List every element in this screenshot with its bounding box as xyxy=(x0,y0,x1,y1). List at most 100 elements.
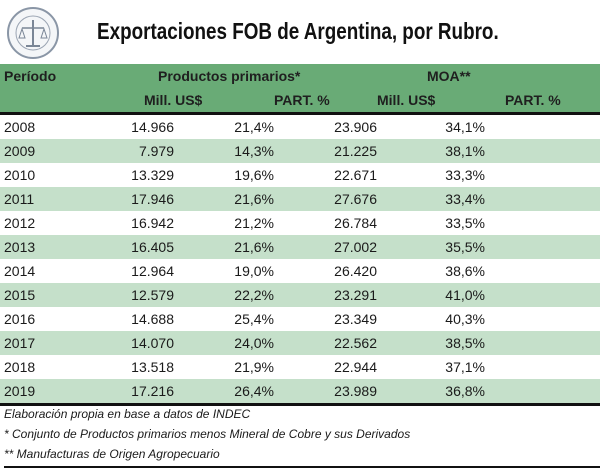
cell-spacer xyxy=(485,331,600,355)
table-row: 2008 14.966 21,4% 23.906 34,1% xyxy=(0,114,600,140)
footnote-primarios: * Conjunto de Productos primarios menos … xyxy=(4,427,411,441)
header-moa-part: PART. % xyxy=(485,88,600,115)
table-row: 2011 17.946 21,6% 27.676 33,4% xyxy=(0,187,600,211)
cell-pp-mill: 16.942 xyxy=(131,215,174,231)
table-row: 2018 13.518 21,9% 22.944 37,1% xyxy=(0,355,600,379)
cell-pp-mill: 17.946 xyxy=(131,191,174,207)
cell-pp-part: 21,6% xyxy=(234,191,274,207)
cell-moa-mill: 27.002 xyxy=(334,239,377,255)
cell-moa-part: 33,5% xyxy=(445,215,485,231)
cell-pp-part: 21,4% xyxy=(234,119,274,135)
cell-moa-mill: 22.562 xyxy=(334,335,377,351)
cell-moa-mill: 26.420 xyxy=(334,263,377,279)
cell-periodo: 2008 xyxy=(4,119,36,135)
cell-pp-mill: 12.579 xyxy=(131,287,174,303)
cell-pp-part: 22,2% xyxy=(234,287,274,303)
cell-moa-part: 38,6% xyxy=(445,263,485,279)
cell-moa-part: 35,5% xyxy=(445,239,485,255)
table-row: 2015 12.579 22,2% 23.291 41,0% xyxy=(0,283,600,307)
cell-periodo: 2017 xyxy=(4,335,36,351)
cell-pp-mill: 7.979 xyxy=(138,143,174,159)
cell-spacer xyxy=(485,307,600,331)
table-row: 2009 7.979 14,3% 21.225 38,1% xyxy=(0,139,600,163)
cell-periodo: 2015 xyxy=(4,287,36,303)
cell-pp-mill: 14.070 xyxy=(131,335,174,351)
cell-pp-mill: 12.964 xyxy=(131,263,174,279)
cell-moa-part: 38,5% xyxy=(445,335,485,351)
cell-moa-mill: 23.989 xyxy=(274,379,377,406)
table-row: 2010 13.329 19,6% 22.671 33,3% xyxy=(0,163,600,187)
cell-periodo: 2011 xyxy=(4,191,35,207)
footnotes: Elaboración propia en base a datos de IN… xyxy=(4,404,600,468)
cell-pp-part: 19,6% xyxy=(234,167,274,183)
cell-spacer xyxy=(485,114,600,140)
cell-moa-part: 37,1% xyxy=(445,359,485,375)
cell-moa-part: 40,3% xyxy=(445,311,485,327)
cell-moa-mill: 26.784 xyxy=(334,215,377,231)
cell-pp-mill: 16.405 xyxy=(131,239,174,255)
cell-pp-part: 21,6% xyxy=(234,239,274,255)
cell-spacer xyxy=(485,139,600,163)
cell-periodo: 2009 xyxy=(4,143,36,159)
table-row: 2017 14.070 24,0% 22.562 38,5% xyxy=(0,331,600,355)
table-row: 2013 16.405 21,6% 27.002 35,5% xyxy=(0,235,600,259)
cell-pp-part: 21,9% xyxy=(234,359,274,375)
cell-spacer xyxy=(485,211,600,235)
table-row: 2016 14.688 25,4% 23.349 40,3% xyxy=(0,307,600,331)
cell-spacer xyxy=(485,283,600,307)
cell-periodo: 2013 xyxy=(4,239,36,255)
cell-spacer xyxy=(485,187,600,211)
source-note: Elaboración propia en base a datos de IN… xyxy=(4,407,251,421)
cell-moa-part: 38,1% xyxy=(445,143,485,159)
exports-table: Período Productos primarios* MOA** Mill.… xyxy=(0,64,600,406)
cell-pp-mill: 14.966 xyxy=(131,119,174,135)
cell-pp-part: 19,0% xyxy=(234,263,274,279)
cell-moa-mill: 27.676 xyxy=(334,191,377,207)
cell-pp-part: 21,2% xyxy=(234,215,274,231)
cell-moa-part: 34,1% xyxy=(445,119,485,135)
cell-moa-mill: 23.291 xyxy=(334,287,377,303)
cell-moa-mill: 23.906 xyxy=(334,119,377,135)
cell-spacer xyxy=(485,259,600,283)
header-pp-mill: Mill. US$ xyxy=(94,88,274,115)
header-moa-mill: Mill. US$ xyxy=(377,88,485,115)
footnote-moa: ** Manufacturas de Origen Agropecuario xyxy=(4,447,220,461)
cell-moa-part: 41,0% xyxy=(445,287,485,303)
logo xyxy=(6,6,60,60)
bolsa-seal-icon xyxy=(7,7,59,59)
cell-moa-mill: 22.671 xyxy=(334,167,377,183)
cell-moa-part: 36,8% xyxy=(377,379,485,406)
cell-spacer xyxy=(485,379,600,406)
cell-periodo: 2012 xyxy=(4,215,36,231)
cell-pp-part: 14,3% xyxy=(234,143,274,159)
cell-pp-part: 26,4% xyxy=(174,379,274,406)
page-title: Exportaciones FOB de Argentina, por Rubr… xyxy=(97,18,499,44)
header-pp-part: PART. % xyxy=(274,88,377,115)
cell-pp-mill: 14.688 xyxy=(131,311,174,327)
cell-moa-mill: 22.944 xyxy=(334,359,377,375)
cell-periodo: 2019 xyxy=(0,379,94,406)
table-row: 2019 17.216 26,4% 23.989 36,8% xyxy=(0,379,600,406)
cell-periodo: 2016 xyxy=(4,311,36,327)
cell-periodo: 2014 xyxy=(4,263,36,279)
cell-moa-mill: 23.349 xyxy=(334,311,377,327)
header-moa: MOA** xyxy=(427,68,471,84)
cell-pp-mill: 13.329 xyxy=(131,167,174,183)
cell-periodo: 2010 xyxy=(4,167,36,183)
header-periodo: Período xyxy=(4,68,57,84)
cell-spacer xyxy=(485,235,600,259)
cell-pp-part: 24,0% xyxy=(234,335,274,351)
cell-pp-part: 25,4% xyxy=(234,311,274,327)
header-row-units: Mill. US$ PART. % Mill. US$ PART. % xyxy=(0,88,600,115)
cell-moa-part: 33,3% xyxy=(445,167,485,183)
cell-moa-part: 33,4% xyxy=(445,191,485,207)
cell-spacer xyxy=(485,355,600,379)
cell-periodo: 2018 xyxy=(4,359,36,375)
table-row: 2012 16.942 21,2% 26.784 33,5% xyxy=(0,211,600,235)
cell-pp-mill: 13.518 xyxy=(131,359,174,375)
cell-moa-mill: 21.225 xyxy=(334,143,377,159)
cell-spacer xyxy=(485,163,600,187)
header-productos-primarios: Productos primarios* xyxy=(158,68,301,84)
header-row-groups: Período Productos primarios* MOA** xyxy=(0,64,600,88)
cell-pp-mill: 17.216 xyxy=(94,379,174,406)
